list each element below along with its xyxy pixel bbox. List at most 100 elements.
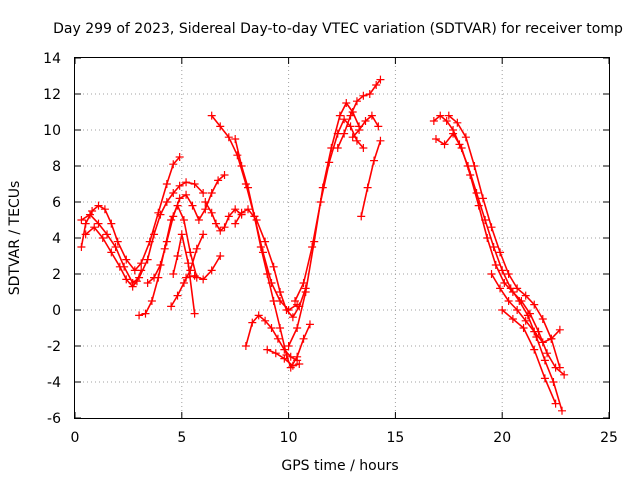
series-track-16	[291, 115, 368, 305]
data-point	[442, 117, 451, 125]
data-point	[346, 122, 355, 131]
data-point	[348, 133, 357, 142]
data-point	[551, 399, 560, 408]
y-tick-label: 10	[43, 123, 61, 139]
data-point	[538, 338, 547, 347]
y-tick-label: 14	[43, 51, 61, 67]
series-track-11	[231, 135, 314, 372]
chart-title: Day 299 of 2023, Sidereal Day-to-day VTE…	[53, 21, 623, 37]
data-point	[291, 297, 300, 305]
data-point	[162, 198, 171, 206]
data-point	[547, 334, 556, 343]
series-track-6	[169, 230, 199, 318]
data-point	[107, 248, 116, 257]
data-point	[299, 279, 308, 287]
data-point	[370, 156, 379, 165]
data-point	[177, 230, 186, 239]
data-point	[483, 234, 492, 242]
data-point	[199, 230, 208, 239]
data-point	[359, 91, 368, 100]
data-point	[431, 135, 440, 143]
data-point	[365, 90, 374, 98]
series-track-22	[444, 111, 564, 372]
data-point	[540, 356, 549, 365]
data-point	[132, 277, 141, 286]
data-point	[199, 189, 208, 197]
series-layer	[77, 75, 569, 415]
series-track-14	[263, 345, 304, 370]
data-point	[100, 205, 109, 214]
data-point	[508, 288, 517, 296]
data-point	[81, 219, 90, 228]
x-tick-label: 5	[177, 430, 186, 446]
data-point	[560, 370, 569, 379]
data-point	[498, 306, 507, 314]
data-point	[352, 97, 361, 106]
data-point	[286, 352, 295, 361]
data-point	[288, 313, 297, 322]
data-point	[299, 334, 308, 343]
data-point	[269, 297, 278, 305]
data-point	[543, 349, 552, 358]
x-tick-label: 10	[280, 430, 298, 446]
data-point	[453, 118, 462, 127]
y-tick-label: 12	[43, 87, 61, 103]
data-point	[201, 205, 210, 214]
series-line	[80, 156, 181, 272]
x-axis-label: GPS time / hours	[281, 458, 398, 474]
data-point	[192, 244, 201, 253]
series-line	[84, 226, 142, 288]
data-point	[263, 270, 272, 278]
data-point	[220, 223, 229, 232]
data-point	[201, 198, 210, 206]
data-point	[207, 208, 216, 217]
data-point	[530, 345, 539, 354]
data-point	[211, 219, 220, 228]
series-track-21	[431, 129, 569, 379]
data-point	[491, 261, 500, 269]
data-point	[282, 306, 291, 314]
data-point	[333, 144, 342, 152]
data-point	[186, 266, 195, 275]
data-point	[273, 334, 282, 343]
data-point	[555, 363, 564, 372]
data-point	[188, 201, 197, 210]
data-point	[167, 302, 176, 311]
data-point	[216, 122, 225, 131]
data-point	[374, 122, 383, 131]
y-tick-label: -2	[47, 339, 61, 355]
data-point	[207, 189, 216, 197]
data-point	[224, 212, 233, 221]
data-point	[122, 275, 131, 284]
data-point	[244, 183, 253, 192]
data-point	[233, 151, 242, 160]
data-point	[346, 111, 355, 120]
data-point	[496, 248, 505, 257]
y-tick-label: -4	[47, 375, 61, 391]
data-point	[376, 75, 385, 84]
data-point	[128, 282, 137, 291]
data-point	[457, 144, 466, 152]
series-track-3	[81, 223, 146, 291]
data-point	[521, 291, 530, 300]
x-tick-label: 15	[386, 430, 404, 446]
data-point	[224, 133, 233, 142]
series-line	[433, 114, 563, 412]
data-point	[190, 271, 199, 280]
data-point	[466, 171, 475, 179]
axis-ticks: 0 5 10 15 20 25 -6 -4 -2 0 2 4 6 8 10 12 14	[43, 51, 618, 446]
data-point	[169, 212, 178, 221]
data-point	[276, 288, 285, 296]
series-track-20	[429, 111, 567, 415]
grid	[75, 58, 609, 418]
data-point	[363, 183, 372, 192]
series-track-17	[333, 75, 385, 152]
data-point	[361, 117, 370, 125]
data-point	[256, 243, 265, 251]
data-point	[293, 324, 302, 332]
data-point	[156, 210, 165, 219]
series-line	[294, 118, 365, 302]
series-line	[234, 138, 311, 369]
data-point	[237, 208, 246, 217]
